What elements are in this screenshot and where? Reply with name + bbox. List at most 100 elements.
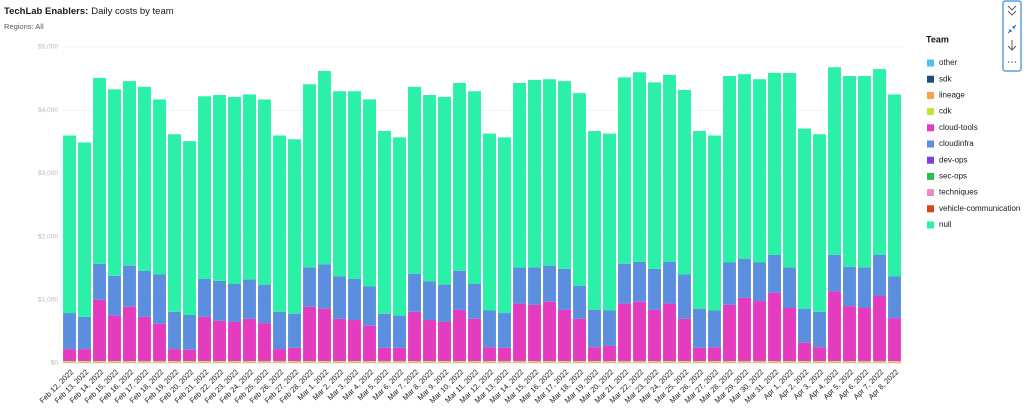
bar-segment: [153, 99, 166, 275]
bar-segment: [108, 361, 121, 362]
bar-segment: [213, 361, 226, 363]
bar-segment: [843, 76, 856, 267]
bar-segment: [618, 263, 631, 304]
bar-segment: [693, 347, 706, 362]
bar-segment: [573, 93, 586, 286]
bar-segment: [153, 361, 166, 362]
bar-segment: [333, 361, 346, 363]
bar-segment: [663, 261, 676, 304]
more-button[interactable]: [1007, 61, 1017, 63]
bar-segment: [558, 309, 571, 362]
bar-segment: [123, 361, 136, 362]
shrink-button[interactable]: [1007, 24, 1017, 34]
bar-segment: [183, 141, 196, 315]
bar-segment: [138, 316, 151, 362]
bar-segment: [843, 361, 856, 363]
bar-segment: [288, 313, 301, 348]
bar-segment: [528, 361, 541, 363]
bar-segment: [438, 361, 451, 363]
dot: [1014, 61, 1017, 63]
bar-segment: [198, 361, 211, 362]
bar-segment: [153, 361, 166, 363]
bar-segment: [768, 72, 781, 255]
bar-segment: [363, 99, 376, 287]
bar-segment: [783, 308, 796, 362]
bar-segment: [258, 284, 271, 324]
bar-segment: [873, 69, 886, 255]
bar-segment: [408, 361, 421, 363]
bar-segment: [648, 361, 661, 362]
bar-segment: [738, 361, 751, 363]
y-tick-label: $0: [51, 360, 59, 367]
bar-segment: [618, 361, 631, 363]
legend-swatch: [927, 124, 934, 132]
bar-segment: [483, 310, 496, 348]
bar-segment: [468, 91, 481, 285]
legend-label: cdk: [939, 107, 952, 116]
bar-segment: [513, 267, 526, 304]
bar-segment: [648, 309, 661, 362]
bar-segment: [723, 76, 736, 263]
bar-segment: [873, 361, 886, 363]
bar-segment: [588, 131, 601, 310]
bar-segment: [303, 361, 316, 363]
bar-segment: [633, 261, 646, 302]
bar-segment: [273, 361, 286, 362]
bar-segment: [873, 254, 886, 297]
bar-segment: [618, 77, 631, 264]
bar-segment: [708, 347, 721, 362]
bar-segment: [78, 316, 91, 350]
collapse-button[interactable]: [1007, 5, 1017, 16]
bar-segment: [273, 311, 286, 350]
bar-segment: [513, 83, 526, 268]
legend-swatch: [927, 156, 934, 164]
legend-label: lineage: [939, 91, 965, 100]
bar-segment: [423, 361, 436, 363]
bar-segment: [288, 139, 301, 314]
y-tick-label: $4,000: [38, 107, 58, 114]
bar-segment: [468, 361, 481, 362]
bar-segment: [243, 361, 256, 363]
bar-segment: [528, 267, 541, 305]
bar-segment: [813, 361, 826, 362]
subtitle: Regions: All: [4, 22, 44, 31]
bar-segment: [228, 284, 241, 322]
bar-segment: [723, 304, 736, 362]
bar-segment: [168, 134, 181, 312]
bar-segment: [93, 299, 106, 362]
bar-segment: [138, 270, 151, 317]
bar-segment: [498, 361, 511, 362]
download-button[interactable]: [1007, 40, 1017, 51]
bar-segment: [588, 361, 601, 362]
bar-segment: [543, 79, 556, 266]
bar-segment: [663, 303, 676, 362]
legend-swatch: [927, 140, 934, 148]
bar-segment: [678, 89, 691, 275]
bar-segment: [393, 347, 406, 362]
bar-segment: [738, 361, 751, 362]
bar-segment: [183, 314, 196, 350]
bar-segment: [513, 361, 526, 363]
bar-segment: [138, 361, 151, 363]
legend-label: cloud-tools: [939, 123, 978, 132]
legend-swatch: [927, 59, 934, 67]
bar-segment: [348, 278, 361, 321]
bar-segment: [78, 361, 91, 362]
y-tick-label: $5,000: [38, 44, 58, 51]
bar-segment: [63, 135, 76, 314]
bar-segment: [393, 361, 406, 363]
bar-segment: [873, 296, 886, 362]
bar-segment: [723, 361, 736, 363]
bar-segment: [108, 89, 121, 276]
bar-segment: [753, 361, 766, 362]
bar-segment: [288, 347, 301, 362]
bar-segment: [153, 323, 166, 362]
bar-segment: [588, 347, 601, 362]
bar-segment: [648, 268, 661, 310]
bar-segment: [858, 76, 871, 268]
bar-segment: [423, 320, 436, 362]
bar-segment: [273, 361, 286, 363]
bar-segment: [828, 361, 841, 363]
collapse-icon: [1007, 5, 1017, 16]
bar-segment: [123, 265, 136, 307]
